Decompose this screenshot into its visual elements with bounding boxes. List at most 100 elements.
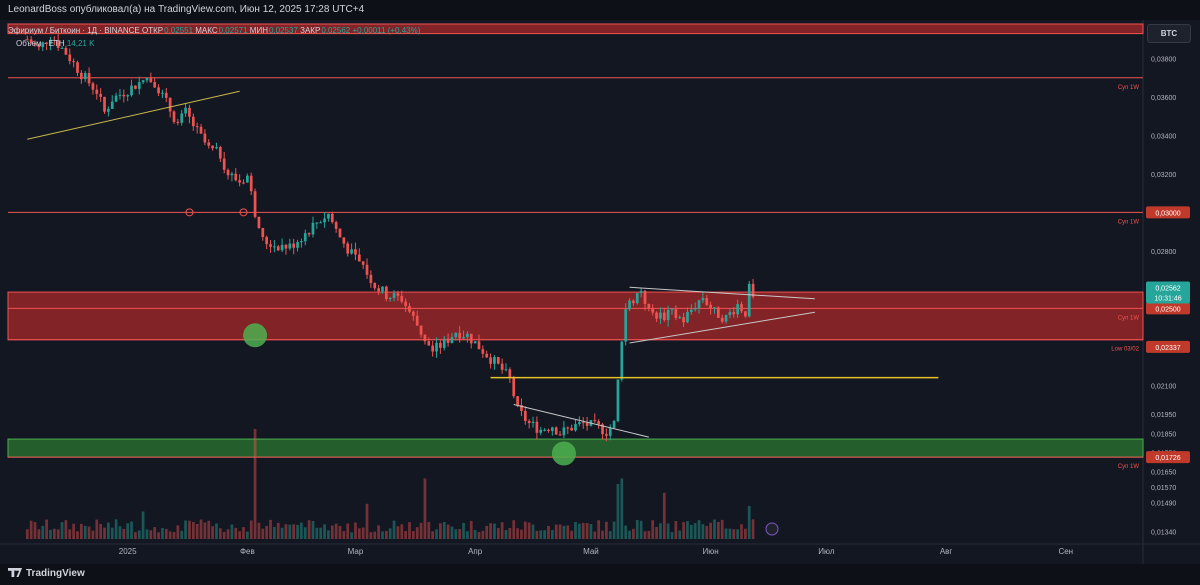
volume-bar — [180, 530, 184, 539]
volume-bar — [655, 526, 658, 539]
volume-bar — [527, 522, 531, 539]
candle — [276, 246, 280, 251]
candle — [99, 93, 103, 97]
candle — [504, 369, 508, 371]
volume-bar — [489, 523, 492, 539]
volume-bar — [327, 530, 330, 539]
volume-bar — [662, 492, 666, 539]
candle — [234, 173, 238, 181]
candle — [126, 95, 130, 97]
candle — [64, 47, 68, 55]
candle — [473, 341, 477, 344]
candle — [578, 422, 581, 425]
volume-bar — [454, 529, 458, 539]
volume-bar — [388, 528, 392, 539]
candle — [662, 312, 666, 321]
candle — [744, 311, 747, 317]
volume-bar — [384, 530, 388, 539]
candle — [230, 173, 234, 176]
volume-bar — [130, 521, 133, 539]
candle — [273, 246, 276, 248]
candle — [713, 307, 716, 309]
candle — [442, 338, 446, 348]
volume-bar — [265, 525, 269, 539]
red-circle-marker — [239, 208, 248, 217]
candle — [207, 142, 211, 146]
volume-bar — [562, 525, 566, 539]
volume-bar — [157, 532, 160, 539]
candle — [103, 96, 106, 112]
volume-bar — [616, 484, 620, 539]
volume-bar — [635, 519, 639, 539]
candle — [400, 295, 404, 302]
candle — [740, 304, 743, 312]
drawings — [27, 90, 939, 536]
candle — [747, 283, 751, 317]
candle — [153, 82, 157, 88]
volume-bar — [373, 531, 377, 539]
volume-bar — [45, 519, 48, 539]
volume-bar — [450, 526, 454, 539]
trendline — [27, 90, 240, 140]
candle — [601, 424, 604, 435]
volume-bar — [334, 523, 338, 539]
volume-bar — [632, 528, 635, 539]
candle — [114, 95, 118, 102]
candle — [330, 213, 334, 223]
candle — [137, 82, 141, 89]
candle — [701, 297, 705, 301]
volume-bar — [408, 522, 411, 539]
volume-bar — [369, 532, 373, 539]
candle — [195, 126, 199, 128]
candle — [319, 222, 323, 224]
trendline — [629, 286, 815, 300]
candle — [543, 429, 546, 431]
volume-bar — [381, 531, 384, 539]
volume-bar — [95, 519, 99, 539]
candle — [334, 222, 338, 229]
candle — [45, 42, 48, 44]
candle — [585, 422, 589, 426]
candle — [369, 274, 373, 284]
volume-bar — [659, 523, 662, 539]
volume-value: 14,21 K — [66, 39, 95, 48]
candle — [25, 39, 29, 41]
volume-bar — [531, 524, 535, 539]
y-tick-label: 0,03200 — [1151, 172, 1176, 179]
volume-bar — [674, 521, 678, 539]
volume-bar — [377, 525, 380, 539]
volume-bar — [300, 522, 303, 539]
volume-bar — [176, 525, 180, 539]
price-axis: 0,03800 0,03600 0,03400 0,03200 0,03000 0,028… — [1146, 57, 1190, 536]
volume-bar — [122, 528, 126, 539]
volume-bar — [242, 527, 245, 539]
candle — [562, 427, 566, 436]
open-value: 0,02551 — [164, 26, 194, 35]
candle — [60, 47, 64, 49]
currency-badge[interactable]: BTC — [1147, 24, 1191, 43]
candle — [493, 357, 496, 364]
candle — [489, 357, 492, 364]
volume-bar — [342, 531, 346, 539]
volume-bar — [83, 525, 87, 539]
candle — [226, 169, 230, 176]
price-chart[interactable]: Суп 1W Суп 1W Суп 1W Low 03/02 Суп 1W 0,0380… — [0, 20, 1200, 564]
candle — [716, 307, 720, 318]
volume-bar — [315, 527, 319, 539]
countdown-label: 10:31:46 — [1154, 295, 1181, 302]
candle — [83, 73, 87, 80]
volume-bar — [578, 523, 581, 539]
candle — [149, 77, 153, 83]
publisher-bar: LeonardBoss опубликовал(а) на TradingVie… — [0, 0, 1200, 20]
candle — [261, 228, 265, 238]
candle — [265, 237, 269, 245]
volume-legend: Объем · ETH 14,21 K — [16, 39, 94, 48]
zones: Суп 1W Суп 1W Суп 1W Low 03/02 Суп 1W — [7, 23, 1144, 470]
x-tick-label: Апр — [468, 547, 483, 556]
candle — [269, 244, 272, 247]
volume-bar — [485, 525, 489, 539]
volume-bar — [539, 530, 543, 539]
volume-bar — [423, 478, 427, 539]
candle — [168, 97, 172, 112]
volume-bar — [191, 522, 195, 539]
